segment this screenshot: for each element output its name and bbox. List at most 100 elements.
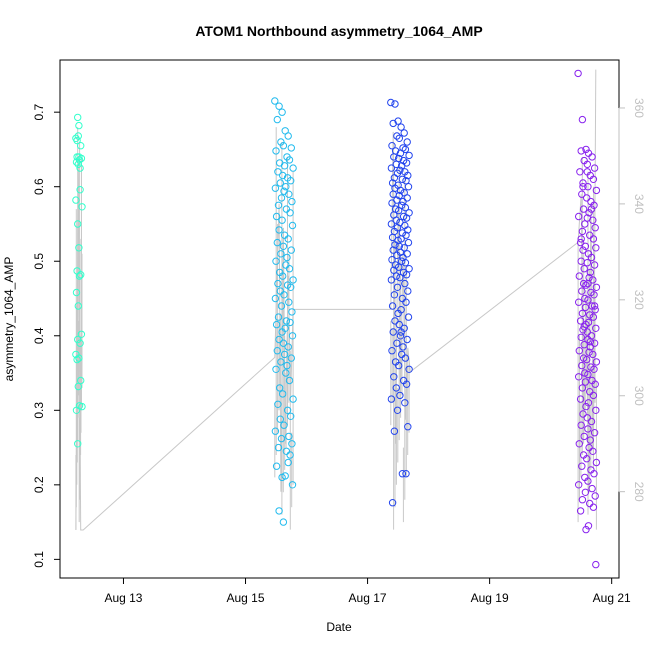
data-point — [586, 311, 594, 319]
data-point — [288, 308, 296, 316]
data-point — [285, 190, 293, 198]
data-point — [285, 265, 294, 273]
x-tick-label: Aug 17 — [349, 591, 387, 605]
data-point — [581, 220, 589, 228]
data-point — [78, 203, 86, 211]
data-point — [579, 183, 587, 191]
data-point — [396, 186, 405, 195]
data-point — [589, 391, 598, 400]
data-point — [405, 365, 413, 373]
y-axis-label: asymmetry_1064_AMP — [2, 257, 16, 382]
data-point — [404, 183, 413, 191]
data-point — [392, 272, 400, 280]
data-point — [395, 361, 403, 370]
data-point — [390, 174, 399, 182]
data-point — [277, 194, 286, 202]
data-point — [391, 100, 399, 108]
data-point — [575, 298, 583, 306]
data-point — [287, 144, 295, 152]
data-point — [591, 380, 599, 388]
data-point — [577, 235, 585, 243]
data-point — [279, 142, 288, 150]
data-point — [77, 142, 85, 150]
chart-title: ATOM1 Northbound asymmetry_1064_AMP — [195, 23, 482, 39]
data-point — [75, 121, 83, 130]
y2-axis: 280 300 320 340 360 — [618, 98, 646, 502]
y-tick-label: 0.4 — [32, 327, 46, 344]
data-point — [282, 205, 291, 213]
data-point — [590, 164, 599, 172]
data-point — [287, 177, 295, 185]
data-point — [272, 462, 281, 470]
data-point — [578, 227, 587, 236]
x-tick-label: Aug 19 — [471, 591, 509, 605]
data-point — [387, 276, 396, 284]
data-point — [72, 196, 80, 204]
data-point — [585, 443, 593, 452]
data-point — [74, 132, 83, 140]
data-point — [74, 382, 83, 391]
data-point — [583, 455, 591, 463]
data-point — [273, 115, 281, 124]
data-point — [583, 259, 591, 267]
data-point — [574, 69, 582, 78]
x-tick-label: Aug 21 — [593, 591, 631, 605]
data-point — [273, 238, 281, 247]
data-point — [286, 318, 294, 327]
data-point — [288, 197, 296, 206]
data-point — [275, 226, 283, 234]
data-point — [388, 256, 396, 264]
secondary-trace-layer — [75, 69, 597, 531]
data-point — [591, 492, 599, 500]
data-point — [285, 298, 293, 306]
y2-tick-label: 320 — [632, 290, 646, 310]
y-tick-label: 0.3 — [32, 402, 46, 419]
data-point — [287, 354, 295, 362]
data-point — [577, 421, 585, 429]
data-point — [277, 250, 285, 258]
data-point — [589, 216, 597, 224]
data-point — [592, 283, 601, 291]
data-point — [584, 522, 593, 530]
data-point — [576, 507, 585, 515]
data-point — [275, 102, 283, 110]
data-point — [400, 244, 408, 252]
data-point — [289, 164, 297, 172]
data-point — [274, 443, 283, 452]
data-point — [402, 177, 410, 185]
data-point — [274, 279, 282, 288]
data-point — [582, 145, 590, 154]
data-point — [392, 160, 400, 169]
data-point — [398, 257, 406, 265]
data-point — [387, 395, 396, 403]
data-point — [590, 261, 599, 269]
secondary-trace-line — [75, 69, 597, 531]
data-point — [75, 244, 83, 252]
data-point — [403, 194, 411, 202]
data-point — [584, 477, 592, 485]
data-point — [285, 432, 293, 441]
data-point — [271, 97, 279, 105]
x-axis: Aug 13 Aug 15 Aug 17 Aug 19 Aug 21 — [104, 577, 631, 605]
data-point — [288, 221, 297, 230]
data-point — [286, 209, 294, 217]
data-point — [278, 216, 286, 224]
data-point — [402, 231, 410, 239]
data-point — [402, 298, 410, 306]
data-point — [278, 108, 286, 116]
data-point — [78, 402, 86, 411]
data-point — [590, 339, 599, 347]
x-tick-label: Aug 15 — [226, 591, 264, 605]
data-point — [74, 220, 82, 228]
data-point — [579, 205, 588, 213]
data-point — [277, 358, 285, 366]
data-point — [393, 406, 402, 414]
y-tick-label: 0.5 — [32, 253, 46, 270]
data-point — [282, 183, 290, 191]
data-point — [592, 244, 600, 252]
data-point — [77, 330, 86, 338]
data-point — [283, 406, 292, 414]
data-point — [576, 395, 585, 403]
data-point — [584, 318, 593, 327]
